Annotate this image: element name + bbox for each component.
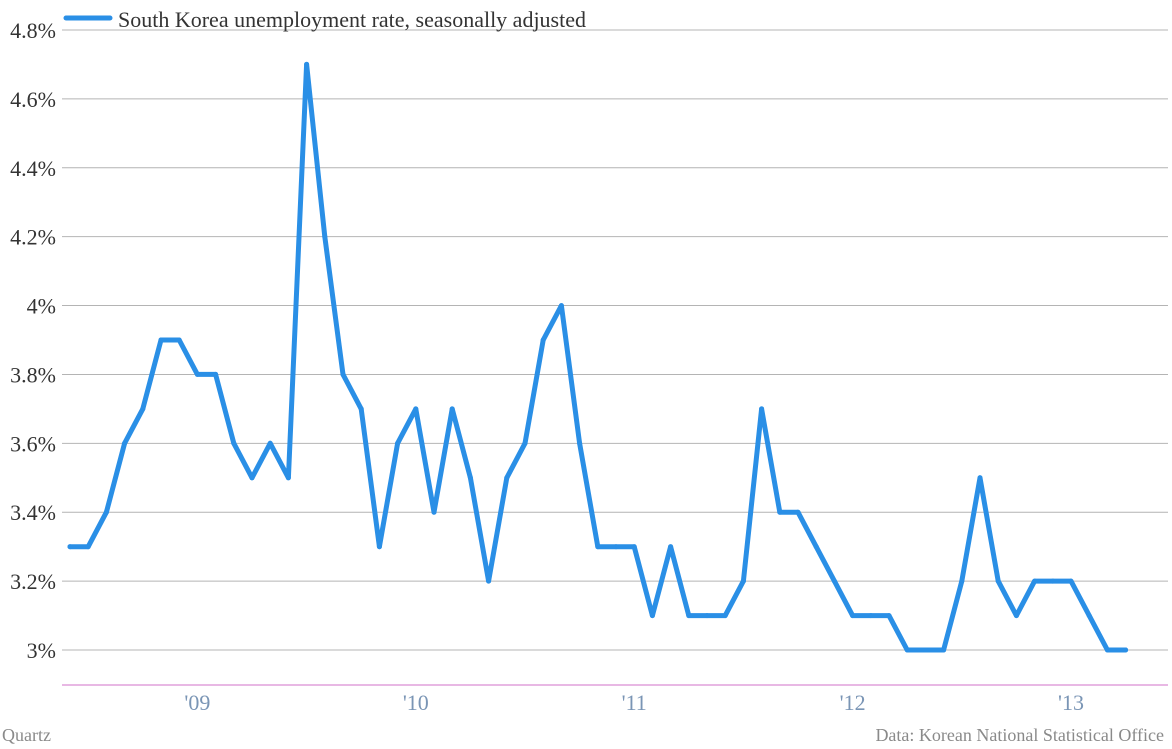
data-point: [340, 371, 346, 377]
series-line: [67, 61, 1129, 653]
y-tick-label: 3.2%: [10, 569, 56, 594]
data-point: [631, 544, 637, 550]
data-point: [1068, 578, 1074, 584]
x-tick-label: '09: [184, 690, 210, 715]
data-point: [595, 544, 601, 550]
data-point: [977, 475, 983, 481]
x-axis-ticks: '09 '10 '11 '12 '13: [184, 690, 1084, 715]
data-point: [231, 440, 237, 446]
data-point: [668, 544, 674, 550]
data-point: [85, 544, 91, 550]
data-point: [504, 475, 510, 481]
data-point: [285, 475, 291, 481]
data-point: [959, 578, 965, 584]
gridlines: [62, 29, 1168, 651]
data-point: [158, 337, 164, 343]
data-point: [449, 406, 455, 412]
y-tick-label: 4.8%: [10, 18, 56, 43]
data-point: [103, 509, 109, 515]
y-tick-label: 4.6%: [10, 87, 56, 112]
data-point: [413, 406, 419, 412]
data-point: [558, 303, 564, 309]
data-point: [358, 406, 364, 412]
data-point: [486, 578, 492, 584]
x-tick-label: '13: [1058, 690, 1084, 715]
data-point: [304, 61, 310, 67]
data-point: [922, 647, 928, 653]
x-tick-label: '11: [622, 690, 647, 715]
data-point: [886, 613, 892, 619]
data-point: [577, 440, 583, 446]
data-point: [395, 440, 401, 446]
y-tick-label: 3%: [27, 638, 56, 663]
data-point: [176, 337, 182, 343]
y-tick-label: 4.2%: [10, 225, 56, 250]
data-point: [1086, 613, 1092, 619]
data-point: [431, 509, 437, 515]
data-point: [194, 371, 200, 377]
data-point: [813, 544, 819, 550]
legend: South Korea unemployment rate, seasonall…: [63, 7, 586, 32]
data-point: [376, 544, 382, 550]
y-tick-label: 3.4%: [10, 500, 56, 525]
data-point: [267, 440, 273, 446]
data-point: [67, 544, 73, 550]
x-tick-label: '10: [403, 690, 429, 715]
data-point: [467, 475, 473, 481]
data-point: [1123, 647, 1129, 653]
y-tick-label: 3.8%: [10, 362, 56, 387]
source-credit: Quartz: [2, 725, 51, 745]
data-source: Data: Korean National Statistical Office: [875, 725, 1164, 745]
y-tick-label: 3.6%: [10, 431, 56, 456]
data-point: [941, 647, 947, 653]
data-point: [1050, 578, 1056, 584]
series-group: [67, 61, 1129, 653]
data-point: [686, 613, 692, 619]
data-point: [649, 613, 655, 619]
data-point: [831, 578, 837, 584]
y-tick-label: 4.4%: [10, 156, 56, 181]
data-point: [122, 440, 128, 446]
data-point: [249, 475, 255, 481]
data-point: [740, 578, 746, 584]
data-point: [795, 509, 801, 515]
y-axis-ticks: 3% 3.2% 3.4% 3.6% 3.8% 4% 4.2% 4.4% 4.6% 4.8%: [10, 18, 56, 663]
data-point: [704, 613, 710, 619]
data-point: [613, 544, 619, 550]
data-point: [995, 578, 1001, 584]
data-point: [1104, 647, 1110, 653]
data-point: [1032, 578, 1038, 584]
x-tick-label: '12: [840, 690, 866, 715]
data-point: [140, 406, 146, 412]
data-point: [722, 613, 728, 619]
data-point: [322, 234, 328, 240]
data-point: [522, 440, 528, 446]
legend-label: South Korea unemployment rate, seasonall…: [118, 7, 586, 32]
data-point: [213, 371, 219, 377]
y-tick-label: 4%: [27, 294, 56, 319]
data-point: [904, 647, 910, 653]
data-point: [759, 406, 765, 412]
data-point: [1013, 613, 1019, 619]
data-point: [850, 613, 856, 619]
data-point: [777, 509, 783, 515]
data-point: [868, 613, 874, 619]
data-point: [540, 337, 546, 343]
